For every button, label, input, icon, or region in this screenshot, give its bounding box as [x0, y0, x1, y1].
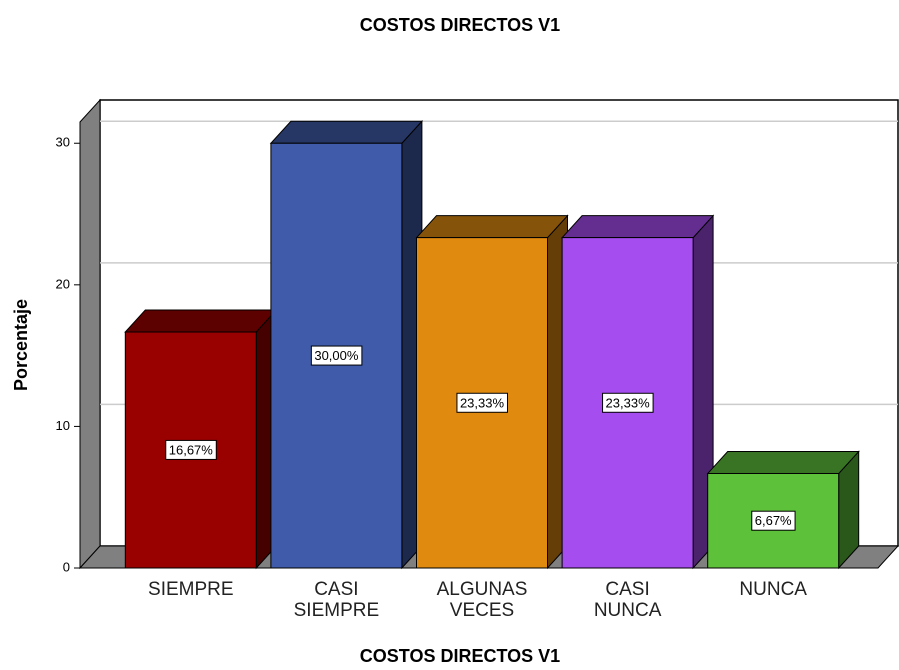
y-axis-label: Porcentaje	[11, 299, 31, 391]
bar-top	[415, 215, 569, 239]
bar-top	[560, 215, 715, 239]
value-label: 30,00%	[314, 348, 359, 363]
y-tick-label: 0	[63, 559, 70, 574]
value-label: 16,67%	[169, 442, 214, 457]
bar-top	[269, 120, 424, 144]
bar	[560, 214, 715, 570]
bar	[124, 308, 278, 570]
y-tick-label: 10	[56, 418, 70, 433]
value-label-box	[165, 439, 217, 460]
left-wall	[79, 98, 101, 570]
x-tick-label: NUNCA	[739, 579, 807, 600]
bar	[415, 214, 569, 570]
value-label: 23,33%	[606, 395, 651, 410]
x-axis-label: COSTOS DIRECTOS V1	[360, 646, 560, 666]
value-label-box	[751, 510, 796, 531]
chart-title: COSTOS DIRECTOS V1	[360, 15, 560, 35]
value-label-box	[310, 345, 363, 366]
x-tick-label: SIEMPRE	[148, 579, 234, 600]
x-tick-label: CASI SIEMPRE	[293, 579, 380, 621]
value-label-box	[602, 392, 654, 413]
y-tick-label: 20	[56, 276, 70, 291]
value-label: 6,67%	[755, 513, 792, 528]
x-tick-label: CASI NUNCA	[593, 579, 662, 621]
bar-top	[124, 309, 278, 333]
bar-top	[706, 451, 860, 475]
value-label-box	[456, 392, 508, 413]
bar	[269, 119, 424, 570]
bar	[706, 450, 860, 570]
x-tick-label: ALGUNAS VECES	[436, 579, 528, 621]
value-label: 23,33%	[460, 395, 505, 410]
y-tick-label: 30	[56, 135, 70, 150]
